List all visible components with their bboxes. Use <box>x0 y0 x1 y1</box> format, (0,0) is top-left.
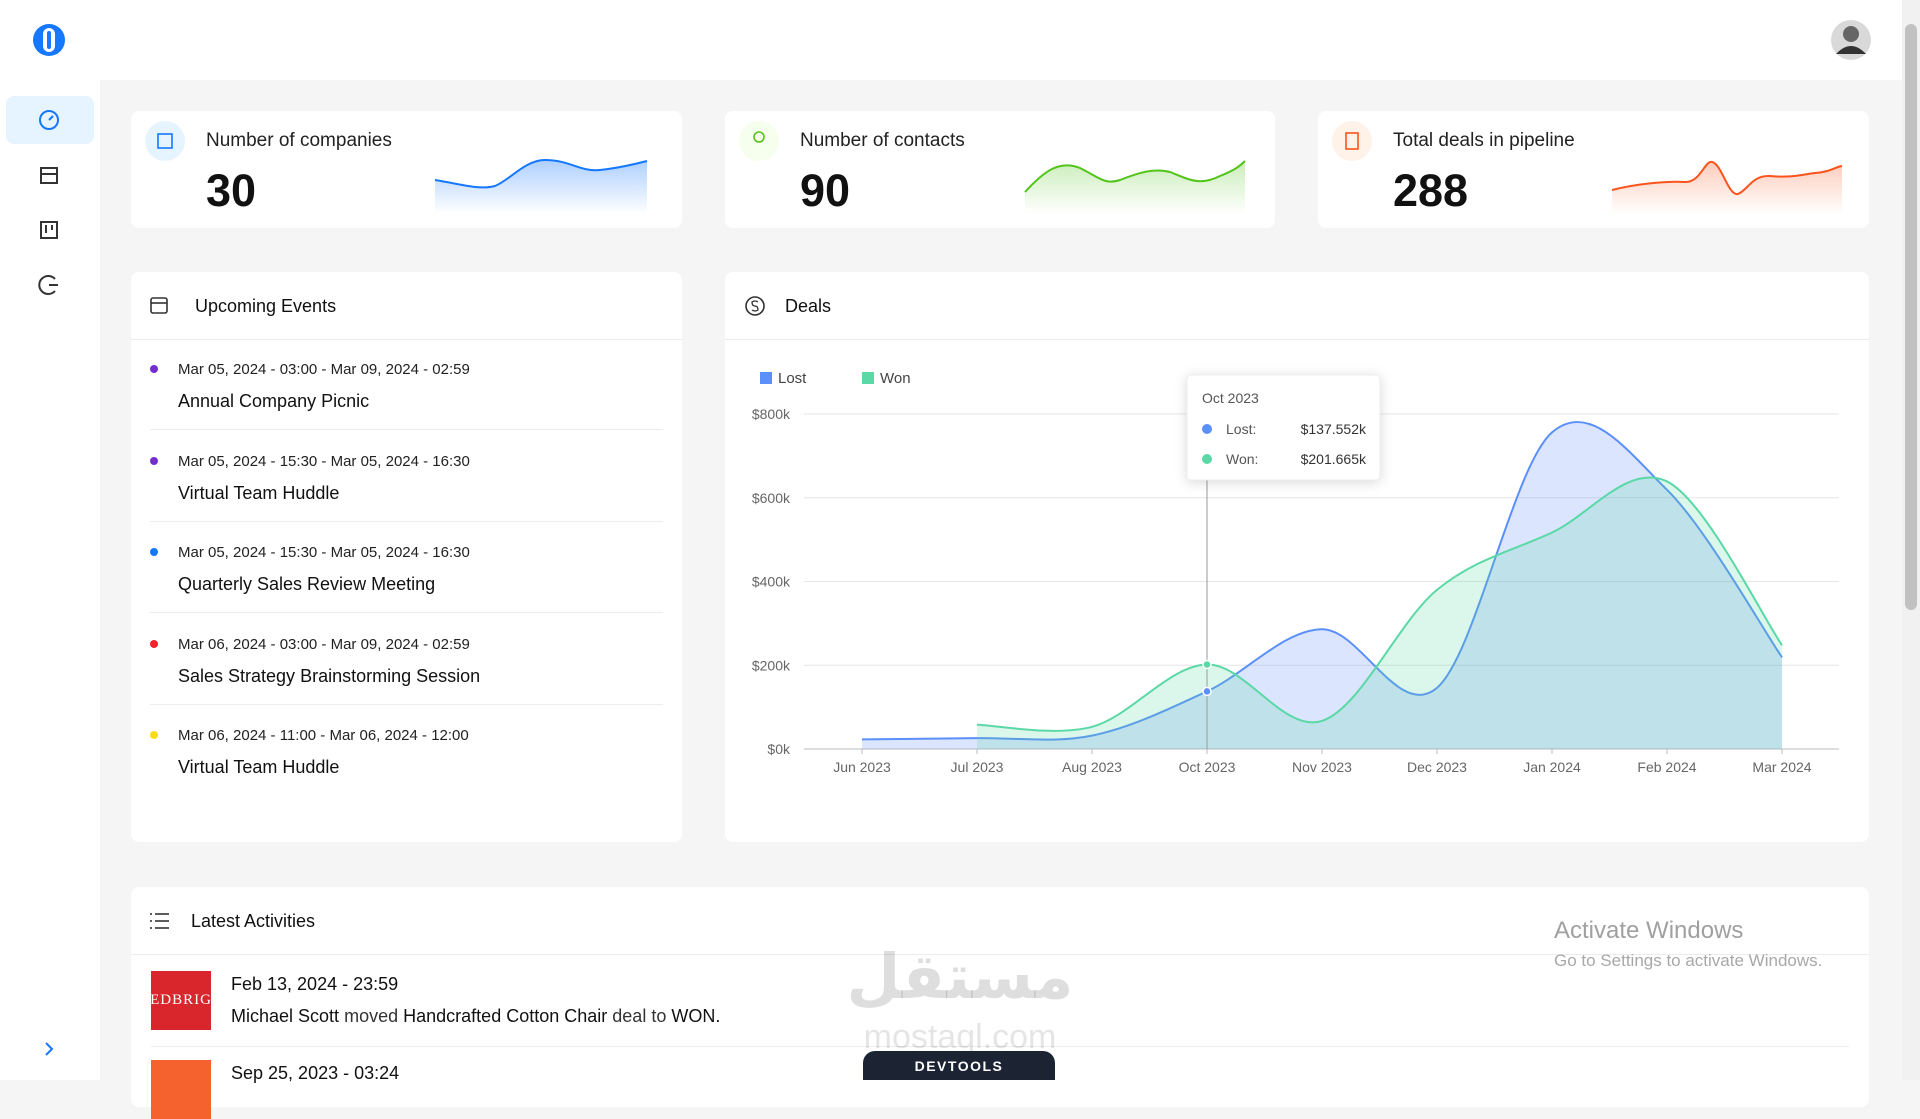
kpi-value: 288 <box>1393 165 1469 216</box>
y-tick-label: $0k <box>767 741 791 757</box>
collapse-toggle[interactable] <box>45 1042 54 1056</box>
activity-text: Michael Scott moved Handcrafted Cotton Cha… <box>231 1006 725 1027</box>
activity-date: Sep 25, 2023 - 03:24 <box>231 1063 400 1083</box>
company-logo: EDBRIG <box>150 971 211 1030</box>
decor <box>131 121 1869 955</box>
brand-arabic: مستقل <box>846 940 1074 1013</box>
kpi-value: 90 <box>800 165 851 216</box>
event-title: Virtual Team Huddle <box>178 757 340 777</box>
event-date: Mar 05, 2024 - 03:00 - Mar 09, 2024 - 02… <box>178 361 470 378</box>
tooltip <box>1186 374 1381 481</box>
deals-chart: $0k $200k $400k $600k $800k Jun 2023 Jul 2023 A… <box>752 370 1839 775</box>
devtools-pill[interactable]: DEVTOOLS <box>863 1051 1055 1080</box>
tooltip-title: Oct 2023 <box>1202 390 1259 406</box>
nav-dashboard[interactable] <box>39 110 59 130</box>
hover-point <box>1202 659 1212 670</box>
separator <box>151 1046 1849 1047</box>
event-date: Mar 05, 2024 - 15:30 - Mar 05, 2024 - 16… <box>178 452 470 470</box>
x-tick-label: Jun 2023 <box>833 759 891 775</box>
kpi-label: Number of companies <box>206 130 392 151</box>
header <box>0 0 1920 80</box>
separator <box>150 429 663 430</box>
nav-logout[interactable] <box>38 275 58 295</box>
y-tick-label: $600k <box>752 490 791 506</box>
legend-label: Lost <box>778 370 807 387</box>
activity-deal: Handcrafted Cotton Chair <box>403 1006 608 1026</box>
event-title: Virtual Team Huddle <box>178 482 340 503</box>
event-dot <box>150 639 158 648</box>
activity-user: Michael Scott <box>231 1006 340 1026</box>
watermark-title: Activate Windows <box>1554 917 1744 944</box>
events-card <box>131 272 682 842</box>
x-tick-label: Mar 2024 <box>1752 759 1811 775</box>
scrollbar-thumb[interactable] <box>1905 24 1917 610</box>
activity-stage: WON. <box>671 1006 721 1026</box>
activity-connector: deal to <box>612 1006 667 1026</box>
card-title: Deals <box>785 296 832 316</box>
x-tick-label: Oct 2023 <box>1179 759 1236 775</box>
series-line <box>976 476 1783 732</box>
chrome-icons <box>6 20 1917 1056</box>
avatar[interactable] <box>1831 20 1871 60</box>
tooltip-label: Won: <box>1226 451 1258 467</box>
separator <box>150 612 663 613</box>
kpi-label: Total deals in pipeline <box>1393 130 1575 151</box>
watermark-subtitle: Go to Settings to activate Windows. <box>1554 951 1823 970</box>
event-dot <box>150 456 158 465</box>
event-date: Mar 06, 2024 - 03:00 - Mar 09, 2024 - 02… <box>178 635 470 653</box>
event-title: Sales Strategy Brainstorming Session <box>178 665 481 686</box>
tooltip-dot <box>1202 454 1212 464</box>
tooltip-label: Lost: <box>1226 421 1256 437</box>
series-area <box>862 422 1782 749</box>
x-tick-label: Nov 2023 <box>1292 759 1352 775</box>
y-tick-label: $800k <box>752 406 791 422</box>
x-tick-label: Jan 2024 <box>1523 759 1581 775</box>
nav-kanban[interactable] <box>40 221 58 239</box>
deals-card <box>725 272 1869 842</box>
x-tick-label: Dec 2023 <box>1407 759 1467 775</box>
separator <box>150 520 663 522</box>
event-dot <box>150 731 158 739</box>
activity-action: moved <box>344 1006 399 1026</box>
tooltip-dot <box>1202 424 1212 434</box>
nav-companies[interactable] <box>40 167 58 184</box>
legend-swatch <box>760 372 772 384</box>
kpi-value: 30 <box>206 165 257 216</box>
card-title: Latest Activities <box>191 911 316 931</box>
event-title: Quarterly Sales Review Meeting <box>178 574 436 594</box>
y-tick-label: $200k <box>752 657 791 673</box>
tooltip-value: $137.552k <box>1301 421 1367 437</box>
event-dot <box>150 365 158 373</box>
hover-point <box>1202 686 1212 697</box>
kpi-label: Number of contacts <box>800 130 965 151</box>
activity-date: Feb 13, 2024 - 23:59 <box>231 974 399 994</box>
brand-latin: mostaql.com <box>863 1018 1057 1056</box>
x-tick-label: Feb 2024 <box>1637 759 1696 775</box>
series-area <box>977 477 1782 749</box>
x-tick-label: Aug 2023 <box>1062 759 1122 775</box>
y-tick-label: $400k <box>752 574 791 590</box>
event-dot <box>150 548 158 556</box>
legend-swatch <box>862 372 874 384</box>
event-date: Mar 05, 2024 - 15:30 - Mar 05, 2024 - 16… <box>178 544 470 561</box>
tooltip-value: $201.665k <box>1301 451 1367 467</box>
company-logo <box>151 1060 211 1119</box>
card-title: Upcoming Events <box>195 296 337 316</box>
logo[interactable] <box>33 24 65 56</box>
sidebar <box>0 80 100 1080</box>
x-tick-label: Jul 2023 <box>951 759 1004 775</box>
event-date: Mar 06, 2024 - 11:00 - Mar 06, 2024 - 12… <box>178 727 469 744</box>
legend-label: Won <box>880 370 911 387</box>
separator <box>150 703 663 705</box>
event-title: Annual Company Picnic <box>178 391 370 411</box>
